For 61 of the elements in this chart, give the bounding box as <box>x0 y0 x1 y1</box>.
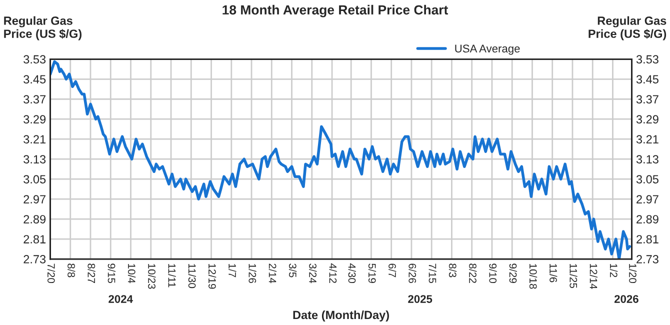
y2-tick-label: 2.81 <box>636 235 658 244</box>
x-tick-label: 4/12 <box>329 263 337 283</box>
x-tick-label: 10/23 <box>148 264 156 289</box>
x-tick-label: 1/26 <box>248 264 256 284</box>
legend-label: USA Average <box>455 44 520 55</box>
y2-tick-label: 3.05 <box>636 175 658 184</box>
y2-axis-title: Regular Gas Price (US $/G) <box>588 16 666 40</box>
x-tick-label: 4/30 <box>348 263 356 284</box>
x-tick-label: 9/29 <box>509 264 517 283</box>
x-tick-label: 2/14 <box>268 264 276 284</box>
y2-tick-label: 3.37 <box>636 95 658 104</box>
x-axis-title: Date (Month/Day) <box>293 310 389 322</box>
y2-tick-label: 2.97 <box>636 195 658 204</box>
x-tick-label: 6/7 <box>388 264 396 278</box>
y-tick-label: 3.21 <box>24 135 46 144</box>
x-tick-label: 6/26 <box>408 264 416 284</box>
x-tick-label: 10/18 <box>529 264 538 289</box>
x-tick-label: 1/20 <box>629 264 637 284</box>
x-tick-label: 9/15 <box>108 264 116 284</box>
y-tick-label: 2.97 <box>24 195 46 204</box>
x-tick-label: 8/3 <box>448 264 457 278</box>
x-tick-label: 8/27 <box>88 264 96 283</box>
x-tick-label: 3/5 <box>288 264 297 278</box>
y-tick-label: 3.05 <box>24 175 46 184</box>
y-tick-label: 3.53 <box>24 55 46 64</box>
y2-tick-label: 3.13 <box>636 155 658 164</box>
text: 2025 <box>408 295 432 303</box>
y-tick-label: 3.13 <box>24 155 46 164</box>
x-tick-label: 11/25 <box>570 264 578 288</box>
text: 2026 <box>614 295 638 303</box>
line-series <box>50 60 632 260</box>
x-tick-label: 7/15 <box>428 264 436 284</box>
x-tick-label: 3/24 <box>309 264 317 284</box>
x-tick-label: 11/30 <box>188 264 196 288</box>
x-tick-label: 12/19 <box>208 264 216 289</box>
text: 2024 <box>108 295 133 303</box>
y2-tick-label: 3.29 <box>636 115 658 124</box>
y2-tick-label: 2.73 <box>636 255 658 264</box>
x-tick-label: 11/6 <box>550 264 558 282</box>
y-tick-label: 3.45 <box>24 75 46 84</box>
x-tick-label: 5/19 <box>368 264 376 283</box>
y2-tick-label: 3.45 <box>636 75 658 84</box>
x-tick-label: 11/11 <box>168 264 176 288</box>
y2-tick-label: 3.21 <box>636 135 658 144</box>
x-tick-label: 1/7 <box>228 264 236 278</box>
y-tick-label: 3.29 <box>24 115 46 124</box>
x-tick-label: 10/4 <box>128 264 136 284</box>
chart-title: 18 Month Average Retail Price Chart <box>222 4 448 18</box>
y2-tick-label: 2.89 <box>636 215 658 224</box>
y-tick-label: 2.89 <box>24 215 46 224</box>
x-tick-label: 7/20 <box>47 264 56 284</box>
x-tick-label: 1/2 <box>610 264 618 278</box>
y-axis-title: Regular Gas Price (US $/G) <box>4 16 82 40</box>
x-tick-label: 12/14 <box>590 264 598 289</box>
x-tick-label: 9/10 <box>489 264 497 284</box>
x-tick-label: 8/8 <box>68 264 76 278</box>
x-tick-label: 8/22 <box>469 264 477 283</box>
y-tick-label: 2.81 <box>24 235 46 244</box>
y-tick-label: 2.73 <box>24 255 46 264</box>
y-tick-label: 3.37 <box>24 95 46 104</box>
y2-tick-label: 3.53 <box>636 55 658 64</box>
